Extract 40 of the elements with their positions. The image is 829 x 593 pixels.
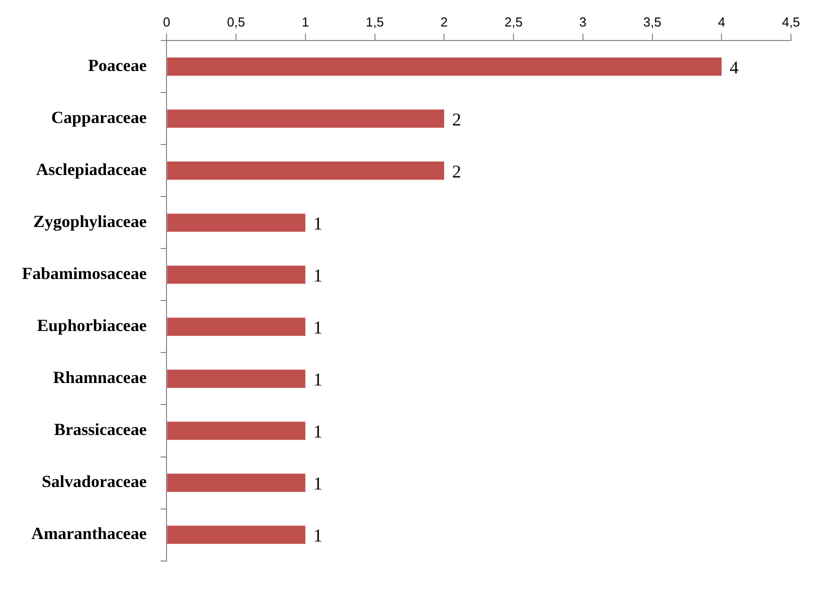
bar — [167, 162, 444, 180]
data-label: 1 — [313, 213, 322, 234]
x-tick-label: 2,5 — [504, 14, 523, 30]
bar — [167, 266, 306, 284]
data-label: 1 — [313, 265, 322, 286]
y-tick-label: Brassicaceae — [54, 420, 148, 440]
bar — [167, 474, 306, 492]
data-label: 2 — [452, 161, 462, 182]
x-tick-label: 1,5 — [366, 14, 384, 30]
x-tick-label: 3 — [579, 14, 586, 30]
x-tick-label: 2 — [440, 14, 448, 30]
y-tick-label: Asclepiadaceae — [36, 160, 148, 180]
y-tick-label: Rhamnaceae — [53, 368, 148, 388]
data-label: 2 — [452, 109, 462, 130]
data-label: 1 — [313, 369, 322, 390]
y-tick-label: Salvadoraceae — [42, 472, 148, 492]
x-tick-label: 3,5 — [643, 14, 662, 30]
data-label: 1 — [313, 474, 322, 494]
data-label: 1 — [313, 526, 322, 546]
y-tick-label: Capparaceae — [51, 108, 148, 128]
data-label: 1 — [313, 317, 322, 338]
y-tick-label: Zygophyliaceae — [33, 212, 148, 232]
bar — [167, 214, 306, 232]
data-label: 1 — [313, 421, 322, 442]
data-label: 4 — [730, 57, 739, 78]
bar — [167, 58, 722, 76]
y-tick-label: Euphorbiaceae — [37, 316, 148, 336]
bar — [167, 526, 306, 544]
x-tick-label: 4 — [718, 14, 726, 30]
y-tick-label: Poaceae — [88, 56, 148, 75]
bar — [167, 318, 306, 336]
x-tick-label: 0,5 — [226, 14, 246, 30]
bar — [167, 422, 306, 440]
y-tick-label: Amaranthaceae — [31, 524, 148, 544]
x-tick-label: 0 — [163, 14, 170, 30]
bar — [167, 370, 306, 388]
x-tick-label: 4,5 — [782, 14, 800, 30]
x-tick-label: 1 — [302, 14, 309, 30]
y-tick-label: Fabamimosaceae — [22, 264, 148, 284]
bar — [167, 110, 444, 128]
